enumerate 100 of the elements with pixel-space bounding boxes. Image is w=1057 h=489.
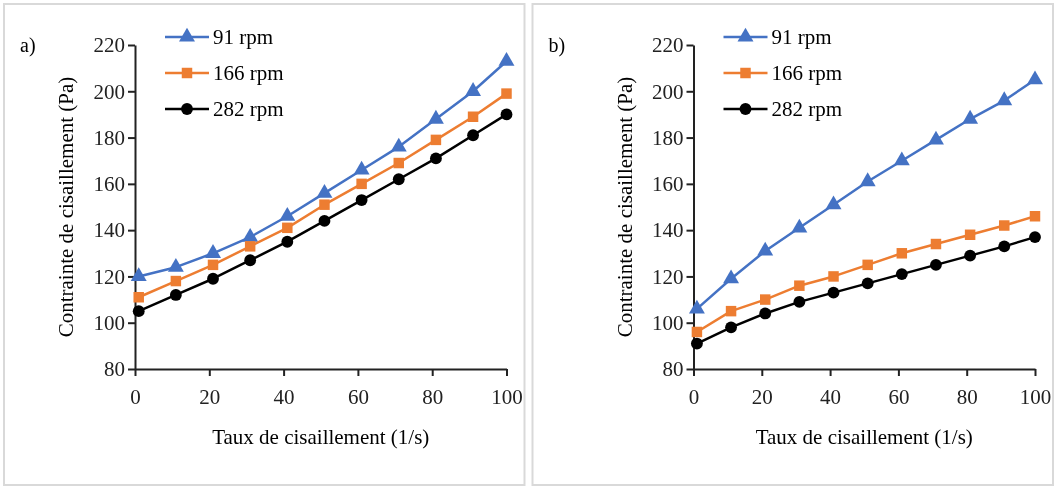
y-tick-label: 200 — [652, 79, 684, 104]
x-tick-label: 0 — [130, 385, 141, 410]
x-tick-label: 100 — [491, 385, 523, 410]
x-tick-label: 20 — [199, 385, 221, 410]
y-tick-label: 120 — [93, 264, 125, 289]
point — [757, 241, 774, 256]
x-tick-label: 100 — [1019, 385, 1052, 410]
point — [791, 218, 808, 233]
legend-label: 91 rpm — [213, 25, 274, 49]
point — [828, 271, 839, 282]
point — [896, 248, 908, 259]
point — [759, 307, 772, 320]
point — [964, 249, 977, 262]
point — [996, 91, 1013, 106]
y-tick-label: 100 — [652, 310, 684, 335]
point — [759, 294, 771, 305]
y-tick-label: 180 — [652, 125, 684, 150]
point — [827, 286, 840, 299]
point — [794, 280, 805, 291]
x-tick-label: 80 — [956, 385, 978, 410]
point — [500, 108, 513, 121]
point — [355, 194, 368, 206]
point — [279, 207, 296, 221]
point — [430, 134, 442, 146]
y-tick-label: 140 — [652, 218, 684, 243]
y-tick-label: 160 — [93, 172, 125, 197]
point — [859, 172, 876, 187]
x-axis-title: Taux de cisaillement (1/s) — [212, 425, 430, 449]
point — [244, 241, 256, 252]
point — [132, 305, 145, 318]
point — [1029, 231, 1041, 243]
point — [893, 151, 910, 166]
x-tick-label: 0 — [688, 385, 700, 410]
point — [427, 109, 444, 124]
point — [467, 111, 479, 122]
point — [244, 254, 257, 267]
x-tick-label: 60 — [888, 385, 910, 410]
point — [170, 275, 182, 287]
point — [1029, 211, 1041, 222]
legend-label: 91 rpm — [771, 25, 832, 49]
point — [130, 267, 147, 282]
point — [465, 82, 482, 96]
point — [392, 173, 405, 186]
y-tick-label: 200 — [93, 79, 125, 104]
legend-label: 166 rpm — [771, 61, 843, 85]
point — [723, 269, 740, 284]
y-axis-title: Contrainte de cisaillement (Pa) — [612, 76, 637, 338]
text: a) — [20, 34, 36, 57]
point — [691, 326, 703, 338]
point — [356, 178, 367, 190]
point — [353, 160, 370, 175]
point — [962, 109, 979, 124]
x-tick-label: 60 — [347, 385, 369, 410]
point — [895, 268, 908, 281]
x-tick-label: 40 — [820, 385, 842, 410]
point — [1027, 70, 1043, 85]
y-tick-label: 220 — [652, 33, 684, 58]
x-axis-title: Taux de cisaillement (1/s) — [755, 425, 973, 449]
x-tick-label: 40 — [273, 385, 295, 410]
y-axis-title: Contrainte de cisaillement (Pa) — [54, 76, 78, 338]
y-tick-label: 120 — [652, 264, 684, 289]
legend-label: 282 rpm — [213, 97, 284, 121]
point — [501, 88, 512, 99]
point — [928, 130, 944, 145]
point — [207, 259, 219, 271]
point — [169, 289, 182, 301]
y-tick-label: 180 — [93, 125, 125, 150]
point — [319, 199, 330, 210]
point — [861, 277, 874, 290]
y-tick-label: 140 — [93, 218, 125, 243]
point — [133, 292, 144, 303]
legend-label: 282 rpm — [771, 97, 843, 121]
y-tick-label: 160 — [652, 172, 684, 197]
point — [390, 137, 407, 152]
point — [825, 195, 842, 210]
point — [207, 272, 219, 285]
y-tick-label: 80 — [104, 357, 125, 382]
legend-label: 166 rpm — [213, 61, 284, 85]
point — [282, 222, 293, 234]
point — [498, 52, 515, 66]
point — [999, 220, 1010, 231]
point — [318, 214, 331, 227]
point — [467, 129, 479, 142]
point — [725, 305, 737, 317]
point — [725, 321, 737, 334]
point — [281, 235, 294, 248]
y-tick-label: 80 — [662, 357, 684, 382]
point — [793, 295, 806, 308]
point — [430, 152, 442, 165]
y-tick-label: 220 — [93, 33, 125, 58]
point — [930, 258, 942, 271]
text: b) — [548, 34, 566, 57]
point — [964, 229, 976, 241]
point — [930, 238, 942, 250]
point — [862, 259, 873, 271]
x-tick-label: 80 — [422, 385, 444, 410]
x-tick-label: 20 — [751, 385, 773, 410]
y-tick-label: 100 — [93, 310, 125, 335]
point — [393, 157, 405, 169]
point — [691, 337, 703, 350]
